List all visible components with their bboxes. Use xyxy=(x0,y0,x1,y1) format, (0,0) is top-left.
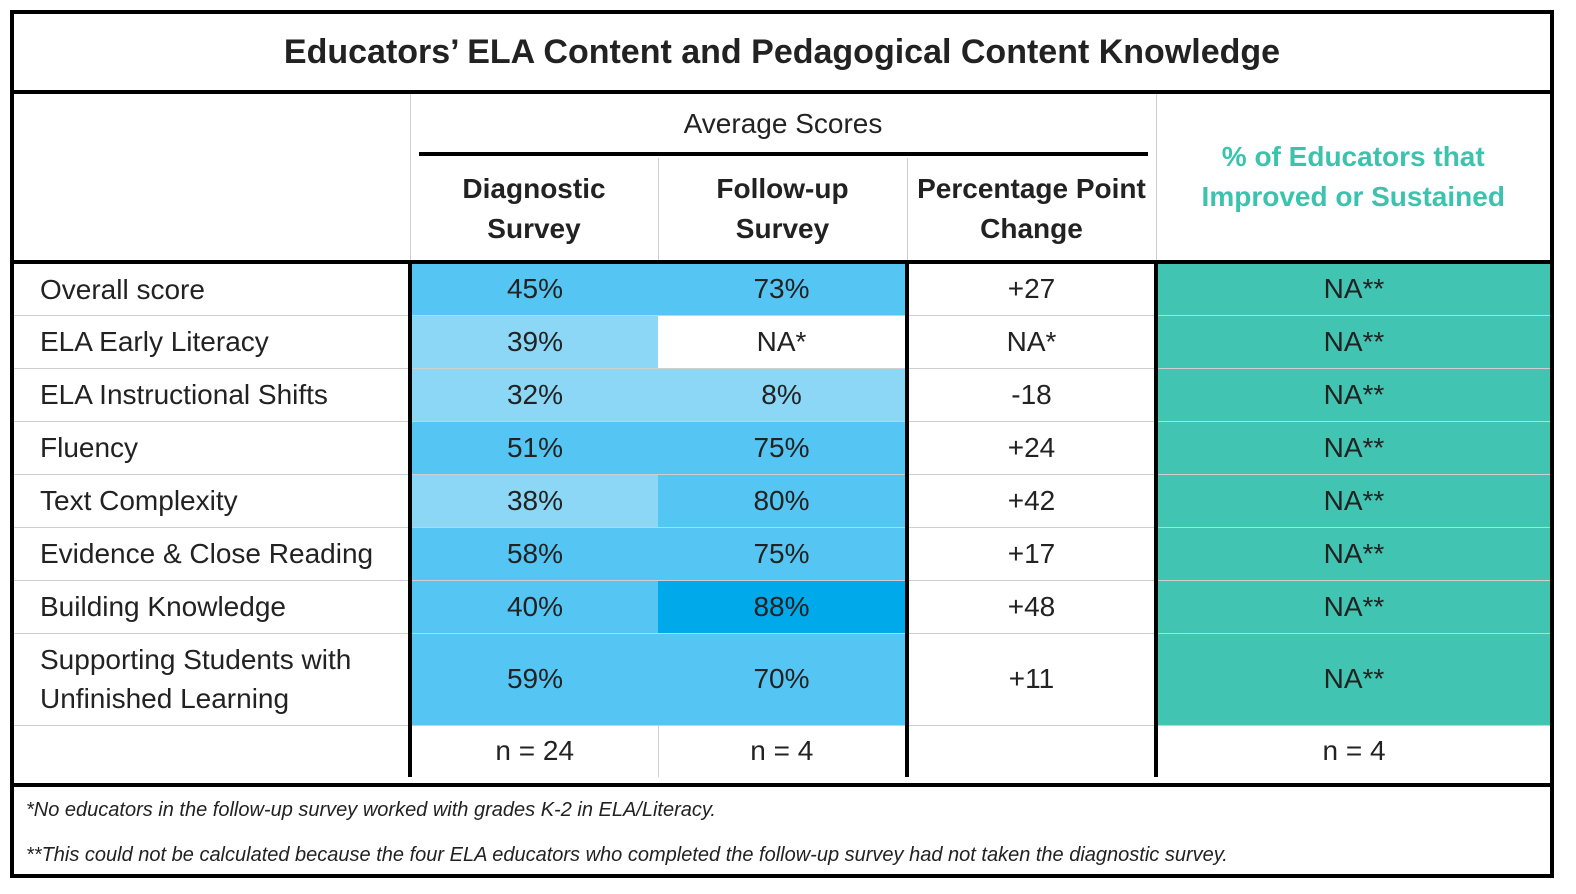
change-value: +27 xyxy=(905,261,1156,315)
row-label-line: Supporting Students with xyxy=(40,644,352,675)
followup-value: 75% xyxy=(658,420,907,474)
row-label-line: Unfinished Learning xyxy=(40,683,290,714)
diagnostic-value: 40% xyxy=(408,579,658,633)
row-label-line: Text Complexity xyxy=(40,485,238,516)
change-value: +24 xyxy=(905,420,1156,474)
table-frame: Educators’ ELA Content and Pedagogical C… xyxy=(10,10,1554,878)
col-header-followup-line2: Survey xyxy=(735,213,830,244)
row-label: Building Knowledge xyxy=(14,579,410,633)
scores-table: Average Scores % of Educators that Impro… xyxy=(14,94,1550,777)
col-header-improved-line1: % of Educators that xyxy=(1221,141,1485,172)
improved-value: NA** xyxy=(1154,473,1550,527)
diagnostic-value: 32% xyxy=(408,367,658,421)
diagnostic-value: 39% xyxy=(408,314,658,368)
followup-value: 8% xyxy=(658,367,907,421)
row-label: Supporting Students with Unfinished Learn… xyxy=(14,632,410,725)
col-header-diagnostic: Diagnostic Survey xyxy=(409,158,658,264)
table-row: Supporting Students with Unfinished Learn… xyxy=(14,632,1550,725)
column-header-row: Diagnostic Survey Follow-up Survey Perce… xyxy=(14,158,1550,264)
followup-value: 80% xyxy=(658,473,907,527)
counts-label xyxy=(14,724,410,777)
change-value: +17 xyxy=(905,526,1156,580)
row-label-line: Evidence & Close Reading xyxy=(40,538,374,569)
footnotes: *No educators in the follow-up survey wo… xyxy=(14,783,1550,878)
row-label-line: ELA Early Literacy xyxy=(40,326,269,357)
row-label-line: ELA Instructional Shifts xyxy=(40,379,328,410)
row-label: ELA Instructional Shifts xyxy=(14,367,410,421)
count-diagnostic: n = 24 xyxy=(408,724,658,777)
change-value: +48 xyxy=(905,579,1156,633)
improved-value: NA** xyxy=(1154,367,1550,421)
col-header-followup: Follow-up Survey xyxy=(657,158,907,264)
improved-value: NA** xyxy=(1154,420,1550,474)
row-label: Overall score xyxy=(14,261,410,315)
table-row: ELA Instructional Shifts 32% 8% -18 NA** xyxy=(14,367,1550,421)
col-header-change-line1: Percentage Point xyxy=(917,173,1146,204)
row-label-line: Fluency xyxy=(40,432,139,463)
group-header-row: Average Scores % of Educators that Impro… xyxy=(14,94,1550,264)
followup-value: 75% xyxy=(658,526,907,580)
count-followup: n = 4 xyxy=(657,724,907,777)
diagnostic-value: 45% xyxy=(408,261,658,315)
table-row: Overall score 45% 73% +27 NA** xyxy=(14,261,1550,315)
improved-value: NA** xyxy=(1154,314,1550,368)
diagnostic-value: 51% xyxy=(408,420,658,474)
col-header-improved: % of Educators that Improved or Sustaine… xyxy=(1155,94,1550,264)
average-scores-label: Average Scores xyxy=(418,96,1148,156)
row-label-line: Building Knowledge xyxy=(40,591,286,622)
count-change xyxy=(905,724,1156,777)
improved-value: NA** xyxy=(1154,579,1550,633)
col-header-change-line2: Change xyxy=(980,213,1083,244)
footnote-1: *No educators in the follow-up survey wo… xyxy=(26,799,716,821)
table-row: Evidence & Close Reading 58% 75% +17 NA** xyxy=(14,526,1550,580)
col-header-change: Percentage Point Change xyxy=(906,158,1156,264)
diagnostic-value: 59% xyxy=(408,632,658,725)
row-label: Fluency xyxy=(14,420,410,474)
col-header-followup-line1: Follow-up xyxy=(716,173,849,204)
header-empty-cell xyxy=(14,94,410,264)
followup-value: 70% xyxy=(658,632,907,725)
footnote-2: **This could not be calculated because t… xyxy=(26,844,1228,866)
table-row: Text Complexity 38% 80% +42 NA** xyxy=(14,473,1550,527)
count-improved: n = 4 xyxy=(1154,724,1550,777)
row-label-line: Overall score xyxy=(40,273,205,305)
row-label: Text Complexity xyxy=(14,473,410,527)
change-value: +11 xyxy=(905,632,1156,725)
change-value: -18 xyxy=(905,367,1156,421)
col-header-diagnostic-line2: Survey xyxy=(487,213,581,244)
table-title: Educators’ ELA Content and Pedagogical C… xyxy=(14,14,1550,94)
table-row: Fluency 51% 75% +24 NA** xyxy=(14,420,1550,474)
improved-value: NA** xyxy=(1154,526,1550,580)
col-header-improved-line2: Improved or Sustained xyxy=(1201,181,1505,212)
diagnostic-value: 38% xyxy=(408,473,658,527)
diagnostic-value: 58% xyxy=(408,526,658,580)
row-label: ELA Early Literacy xyxy=(14,314,410,368)
followup-value: 88% xyxy=(658,579,907,633)
change-value: +42 xyxy=(905,473,1156,527)
average-scores-group: Average Scores xyxy=(409,94,1156,158)
improved-value: NA** xyxy=(1154,261,1550,315)
table-row: ELA Early Literacy 39% NA* NA* NA** xyxy=(14,314,1550,368)
col-header-diagnostic-line1: Diagnostic xyxy=(462,173,606,204)
followup-value: NA* xyxy=(658,314,907,368)
improved-value: NA** xyxy=(1154,632,1550,725)
change-value: NA* xyxy=(905,314,1156,368)
followup-value: 73% xyxy=(658,261,907,315)
table-row: Building Knowledge 40% 88% +48 NA** xyxy=(14,579,1550,633)
row-label: Evidence & Close Reading xyxy=(14,526,410,580)
